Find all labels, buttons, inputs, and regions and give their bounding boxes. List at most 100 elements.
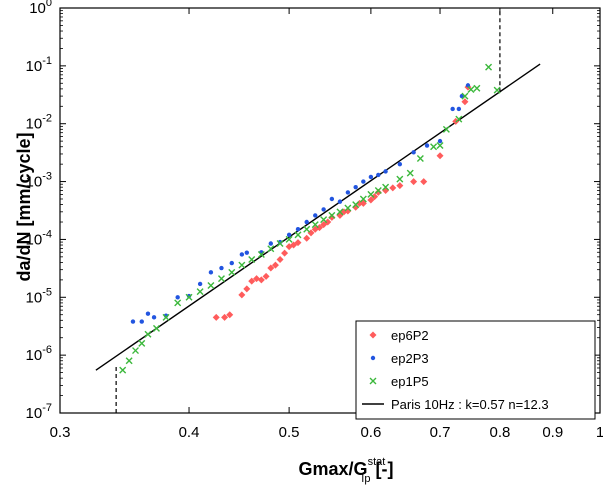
point-ep2P3: [151, 315, 157, 320]
x-tick-label: 0.5: [279, 424, 300, 441]
x-tick-label: 0.3: [50, 424, 71, 441]
legend-marker-ep6P2: [369, 331, 377, 339]
legend-label: ep2P3: [391, 351, 429, 366]
point-ep2P3: [175, 295, 180, 300]
point-ep2P3: [208, 270, 214, 275]
point-ep2P3: [268, 241, 274, 246]
point-ep1P5: [311, 221, 319, 229]
point-ep2P3: [219, 265, 224, 271]
x-tick-label: 1: [596, 424, 603, 441]
y-axis-title: da/dN [mm/cycle]: [14, 132, 34, 281]
point-ep2P3: [145, 311, 151, 316]
point-ep1P5: [207, 281, 215, 289]
x-axis-title-sup: stat: [368, 456, 386, 468]
legend-box: [355, 320, 596, 420]
point-ep1P5: [344, 204, 352, 212]
point-ep1P5: [217, 275, 225, 283]
legend-marker-ep1P5: [369, 377, 377, 385]
point-ep2P3: [397, 161, 403, 167]
point-ep2P3: [295, 227, 301, 232]
point-ep1P5: [436, 142, 444, 150]
axes: [59, 7, 601, 414]
point-ep1P5: [152, 324, 160, 332]
point-ep1P5: [185, 293, 193, 301]
y-tick-label: 10-2: [26, 113, 52, 133]
y-tick-label: 10-1: [26, 55, 52, 75]
point-ep1P5: [367, 190, 375, 198]
point-ep1P5: [228, 268, 236, 276]
point-ep1P5: [442, 125, 450, 133]
legend: ep6P2 ep2P3 ep1P5 Paris 10Hz : k=0.57 n=12.…: [355, 320, 596, 420]
legend-marker-ep2P3: [370, 355, 376, 361]
point-ep2P3: [450, 106, 455, 112]
point-ep1P5: [416, 155, 424, 163]
point-ep1P5: [276, 240, 284, 248]
point-ep1P5: [359, 195, 367, 203]
point-ep6P2: [315, 224, 323, 232]
point-ep1P5: [430, 143, 438, 151]
point-ep1P5: [294, 231, 302, 239]
x-tick-label: 0.9: [542, 424, 563, 441]
point-ep6P2: [226, 311, 234, 319]
point-ep2P3: [376, 172, 381, 178]
point-ep1P5: [455, 115, 463, 123]
x-tick-label: 0.7: [430, 424, 451, 441]
point-ep6P2: [396, 182, 404, 190]
point-ep1P5: [485, 63, 493, 71]
y-tick-label: 10-4: [26, 228, 52, 248]
point-ep6P2: [294, 239, 302, 247]
y-tick-label: 10-5: [26, 286, 52, 306]
x-axis-title-sub: Ip: [361, 473, 370, 485]
point-ep2P3: [337, 199, 343, 204]
paris-fit-line: [95, 63, 541, 371]
point-ep1P5: [396, 175, 404, 183]
point-ep2P3: [139, 319, 144, 324]
point-ep2P3: [304, 219, 309, 225]
fit-line-group: [95, 63, 541, 371]
point-ep1P5: [138, 339, 146, 347]
point-ep2P3: [465, 83, 471, 88]
y-tick-label: 100: [29, 0, 52, 17]
legend-label: ep6P2: [391, 328, 429, 343]
point-ep6P2: [371, 193, 379, 201]
point-ep6P2: [238, 291, 246, 299]
point-ep1P5: [144, 330, 152, 338]
point-ep1P5: [461, 92, 469, 100]
y-tick-label: 10-7: [26, 402, 52, 422]
point-ep6P2: [367, 196, 375, 204]
point-ep2P3: [329, 196, 335, 202]
point-ep2P3: [321, 207, 326, 212]
point-ep2P3: [239, 252, 245, 257]
point-ep1P5: [303, 225, 311, 233]
point-ep6P2: [267, 264, 275, 272]
data-points: [119, 63, 501, 374]
x-tick-label: 0.8: [489, 424, 510, 441]
point-ep1P5: [374, 187, 382, 195]
x-tick-label: 0.6: [360, 424, 381, 441]
point-ep6P2: [389, 184, 397, 192]
point-ep2P3: [437, 138, 443, 144]
point-ep1P5: [406, 169, 414, 177]
point-ep1P5: [473, 84, 481, 92]
point-ep6P2: [420, 178, 428, 186]
y-tick-label: 10-6: [26, 344, 52, 364]
point-ep1P5: [238, 261, 246, 269]
legend-label: ep1P5: [391, 374, 429, 389]
point-ep1P5: [382, 183, 390, 191]
point-ep2P3: [197, 281, 203, 287]
point-ep6P2: [248, 277, 256, 285]
point-ep6P2: [328, 213, 336, 221]
point-ep6P2: [257, 276, 265, 284]
point-ep1P5: [352, 201, 360, 209]
tick-labels: 0.3 0.4 0.5 0.6 0.7 0.8 0.9 1 10-7 10-6 10-5 10-4 10…: [26, 0, 603, 441]
x-axis-title-unit: [-]: [370, 459, 393, 479]
point-ep2P3: [361, 179, 366, 184]
point-ep2P3: [456, 106, 462, 112]
point-ep6P2: [276, 255, 284, 263]
point-ep2P3: [353, 184, 358, 190]
x-axis-title: Gmax/Gstat Ip [-]: [299, 456, 394, 485]
point-ep2P3: [313, 213, 318, 218]
point-ep6P2: [221, 313, 229, 321]
point-ep2P3: [130, 319, 136, 324]
point-ep6P2: [253, 275, 261, 283]
